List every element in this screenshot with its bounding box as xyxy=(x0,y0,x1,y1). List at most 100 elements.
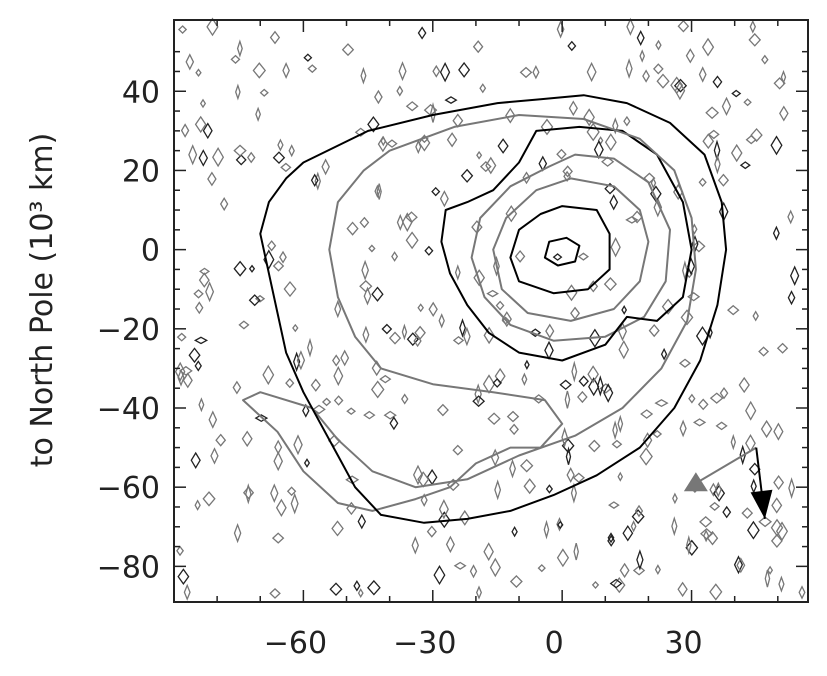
noise-contour-speck xyxy=(750,128,763,143)
noise-contour-speck xyxy=(566,466,575,484)
noise-contour-speck xyxy=(233,144,247,157)
noise-contour-speck xyxy=(509,423,519,436)
noise-contour-speck xyxy=(431,186,441,197)
noise-contour-speck xyxy=(482,374,496,394)
noise-contour-speck xyxy=(653,63,664,75)
noise-contour-speck xyxy=(717,173,730,187)
noise-contour-speck xyxy=(608,501,620,509)
noise-contour-speck xyxy=(642,432,653,449)
noise-contour-speck xyxy=(650,176,657,190)
noise-contour-speck xyxy=(671,516,678,537)
noise-contour-speck xyxy=(445,535,455,554)
noise-contour-speck xyxy=(685,48,695,64)
noise-contour-speck xyxy=(758,516,773,528)
noise-contour-speck xyxy=(176,545,185,557)
noise-contour-speck xyxy=(176,332,187,342)
noise-contour-speck xyxy=(381,323,393,335)
noise-contour-speck xyxy=(587,365,599,384)
noise-contour-speck xyxy=(198,397,205,413)
noise-contour-speck xyxy=(413,334,422,348)
noise-contour-speck xyxy=(631,509,645,525)
noise-contour-speck xyxy=(656,73,670,89)
noise-contour-speck xyxy=(215,433,227,447)
noise-contour-speck xyxy=(329,582,343,597)
noise-contour-speck xyxy=(543,519,550,540)
noise-contour-speck xyxy=(705,106,720,120)
noise-contour-speck xyxy=(698,66,707,83)
noise-contour-speck xyxy=(388,331,402,345)
noise-contour-speck xyxy=(473,269,486,287)
noise-contour-speck xyxy=(272,151,286,165)
noise-contour-speck xyxy=(695,326,709,347)
noise-contour-speck xyxy=(739,161,751,170)
noise-contour-speck xyxy=(245,483,252,505)
noise-contour-speck xyxy=(588,328,602,348)
noise-contour-speck xyxy=(544,340,554,361)
noise-contour-speck xyxy=(254,414,269,423)
noise-contour-speck xyxy=(565,284,578,302)
noise-contour-speck xyxy=(687,292,701,302)
noise-contour-speck xyxy=(374,184,381,199)
noise-contour-speck xyxy=(686,534,692,556)
noise-contour-speck xyxy=(772,225,780,241)
noise-contour-speck xyxy=(255,106,261,122)
noise-contour-speck xyxy=(279,250,287,264)
noise-contour-speck xyxy=(459,509,471,526)
noise-contour-speck xyxy=(685,539,699,556)
y-tick-label: −40 xyxy=(97,392,160,427)
noise-contour-speck xyxy=(523,478,537,495)
noise-contour-speck xyxy=(463,326,471,347)
noise-contour-speck xyxy=(779,105,789,122)
noise-contour-speck xyxy=(446,132,458,148)
noise-contour-speck xyxy=(262,364,275,386)
noise-contour-speck xyxy=(357,513,367,530)
motion-arrowhead xyxy=(750,489,773,519)
noise-contour-speck xyxy=(405,101,419,112)
noise-contour-speck xyxy=(702,133,715,150)
noise-contour-speck xyxy=(259,88,269,97)
noise-contour-speck xyxy=(439,61,451,83)
noise-contour-speck xyxy=(199,267,211,276)
noise-contour-speck xyxy=(386,139,398,148)
noise-contour-speck xyxy=(280,162,292,173)
noise-contour-speck xyxy=(383,410,397,420)
noise-contour-speck xyxy=(178,365,193,376)
noise-contour-speck xyxy=(190,451,201,469)
noise-contour-speck xyxy=(798,585,806,600)
noise-contour-speck xyxy=(188,144,198,166)
noise-contour-speck xyxy=(639,49,646,63)
noise-contour-speck xyxy=(568,100,578,117)
noise-contour-speck xyxy=(719,386,729,400)
noise-contour-speck xyxy=(632,565,646,576)
noise-contour-speck xyxy=(474,383,482,405)
noise-contour-speck xyxy=(202,491,216,507)
noise-contour-speck xyxy=(346,407,357,416)
noise-contour-speck xyxy=(430,102,436,123)
noise-contour-speck xyxy=(677,581,688,598)
noise-contour-speck xyxy=(238,320,250,330)
noise-contour-speck xyxy=(636,29,645,46)
noise-contour-speck xyxy=(679,419,687,438)
noise-contour-speck xyxy=(773,474,785,491)
contour-line xyxy=(440,125,693,362)
noise-contour-speck xyxy=(603,383,614,403)
noise-contour-speck xyxy=(771,497,783,514)
noise-contour-speck xyxy=(412,464,424,486)
y-tick-label: −60 xyxy=(97,471,160,506)
noise-contour-speck xyxy=(506,410,520,423)
x-tick-label: 30 xyxy=(664,626,702,661)
noise-contour-speck xyxy=(674,81,686,101)
noise-contour-speck xyxy=(475,585,483,600)
noise-contour-speck xyxy=(370,380,385,399)
noise-contour-speck xyxy=(486,289,499,298)
noise-contour-speck xyxy=(199,98,207,109)
noise-contour-speck xyxy=(603,277,617,292)
noise-contour-speck xyxy=(537,563,546,573)
noise-contour-speck xyxy=(698,177,707,187)
noise-contour-speck xyxy=(532,65,540,80)
noise-contour-speck xyxy=(780,69,787,85)
noise-contour-speck xyxy=(609,578,623,589)
noise-contour-speck xyxy=(288,144,295,158)
axis-ticks xyxy=(173,20,808,602)
noise-contour-speck xyxy=(195,68,202,77)
